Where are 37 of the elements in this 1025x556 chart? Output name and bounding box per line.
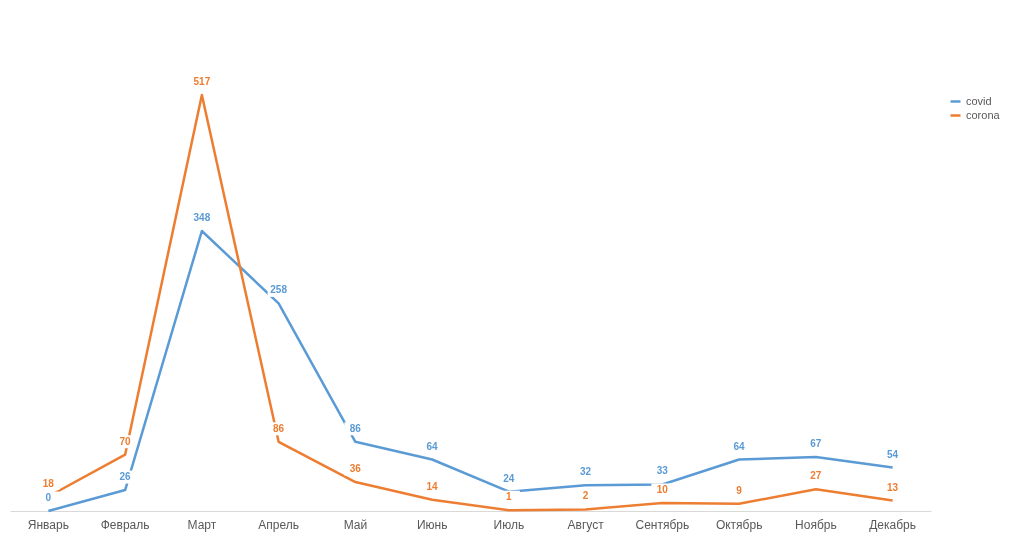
data-label: 67 bbox=[810, 438, 822, 450]
x-tick-label: Декабрь bbox=[869, 517, 917, 532]
data-label: 9 bbox=[736, 484, 743, 496]
data-label: 517 bbox=[193, 76, 211, 87]
x-tick-label: Январь bbox=[27, 517, 69, 532]
x-tick-label: Июнь bbox=[416, 517, 448, 532]
data-label: 13 bbox=[887, 481, 899, 493]
data-label: 54 bbox=[887, 448, 899, 460]
data-label: 10 bbox=[656, 483, 669, 495]
data-label: 32 bbox=[580, 466, 592, 478]
data-label: 86 bbox=[273, 422, 285, 434]
data-label: 36 bbox=[349, 463, 362, 475]
data-label: 33 bbox=[656, 465, 669, 477]
data-label: 2 bbox=[582, 490, 589, 502]
x-tick-label: Октябрь bbox=[715, 517, 763, 532]
data-label: 258 bbox=[270, 284, 288, 296]
data-label: 26 bbox=[119, 471, 132, 483]
x-tick-label: Март bbox=[187, 517, 217, 532]
data-label: 86 bbox=[349, 422, 362, 434]
x-tick-label: Ноябрь bbox=[795, 517, 837, 532]
x-tick-label: Июль bbox=[493, 517, 525, 532]
x-tick-label: Февраль bbox=[100, 517, 150, 532]
legend-label: corona bbox=[966, 108, 1001, 121]
x-tick-label: Апрель bbox=[258, 517, 299, 532]
data-label: 14 bbox=[426, 480, 439, 492]
data-label: 18 bbox=[42, 477, 55, 489]
data-label: 1 bbox=[506, 491, 513, 503]
data-label: 24 bbox=[503, 472, 515, 484]
data-label: 348 bbox=[193, 211, 211, 223]
x-tick-label: Август bbox=[567, 517, 605, 532]
data-label: 64 bbox=[733, 440, 746, 452]
legend-label: covid bbox=[966, 94, 992, 107]
data-label: 64 bbox=[426, 440, 439, 452]
data-label: 70 bbox=[119, 435, 132, 447]
x-tick-label: Май bbox=[343, 517, 368, 532]
data-label: 27 bbox=[810, 470, 822, 482]
x-tick-label: Сентябрь bbox=[635, 517, 690, 532]
